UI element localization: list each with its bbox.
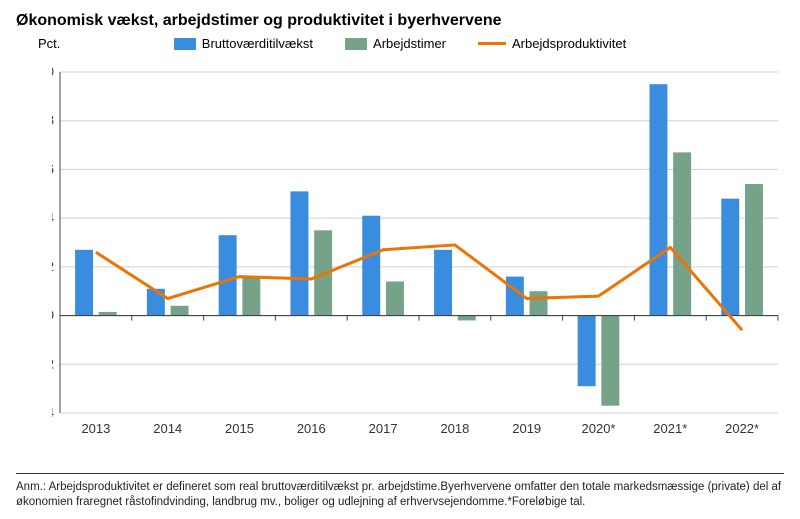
svg-text:2020*: 2020* xyxy=(582,421,616,436)
svg-text:4: 4 xyxy=(52,210,54,225)
svg-text:2014: 2014 xyxy=(153,421,182,436)
legend-swatch-hours xyxy=(345,38,367,50)
svg-text:-2: -2 xyxy=(52,356,54,371)
svg-text:6: 6 xyxy=(52,161,54,176)
svg-text:0: 0 xyxy=(52,308,54,323)
svg-text:8: 8 xyxy=(52,113,54,128)
svg-text:2021*: 2021* xyxy=(653,421,687,436)
svg-text:2018: 2018 xyxy=(440,421,469,436)
legend-label-prod: Arbejdsproduktivitet xyxy=(512,36,626,51)
legend-label-hours: Arbejdstimer xyxy=(373,36,446,51)
svg-text:2015: 2015 xyxy=(225,421,254,436)
svg-text:2: 2 xyxy=(52,259,54,274)
legend-line-prod xyxy=(478,42,506,45)
chart-title: Økonomisk vækst, arbejdstimer og produkt… xyxy=(16,12,784,30)
legend-swatch-bva xyxy=(174,38,196,50)
svg-text:2017: 2017 xyxy=(369,421,398,436)
plot-svg: -4 -2 0 2 4 6 8 10 2013 2014 2015 2016 2017 2018 2019 2… xyxy=(52,60,784,439)
legend-item-bva: Bruttoværditilvækst xyxy=(174,36,313,51)
legend-item-prod: Arbejdsproduktivitet xyxy=(478,36,626,51)
svg-text:-4: -4 xyxy=(52,405,54,420)
svg-text:2022*: 2022* xyxy=(725,421,759,436)
legend: Bruttoværditilvækst Arbejdstimer Arbejds… xyxy=(0,36,800,51)
legend-item-hours: Arbejdstimer xyxy=(345,36,446,51)
svg-text:10: 10 xyxy=(52,64,54,79)
svg-text:2016: 2016 xyxy=(297,421,326,436)
plot-area: -4 -2 0 2 4 6 8 10 2013 2014 2015 2016 2017 2018 2019 2… xyxy=(52,60,784,439)
svg-text:2019: 2019 xyxy=(512,421,541,436)
legend-label-bva: Bruttoværditilvækst xyxy=(202,36,313,51)
footnote: Anm.: Arbejdsproduktivitet er defineret … xyxy=(16,473,784,511)
svg-text:2013: 2013 xyxy=(81,421,110,436)
chart-container: Økonomisk vækst, arbejdstimer og produkt… xyxy=(0,0,800,519)
